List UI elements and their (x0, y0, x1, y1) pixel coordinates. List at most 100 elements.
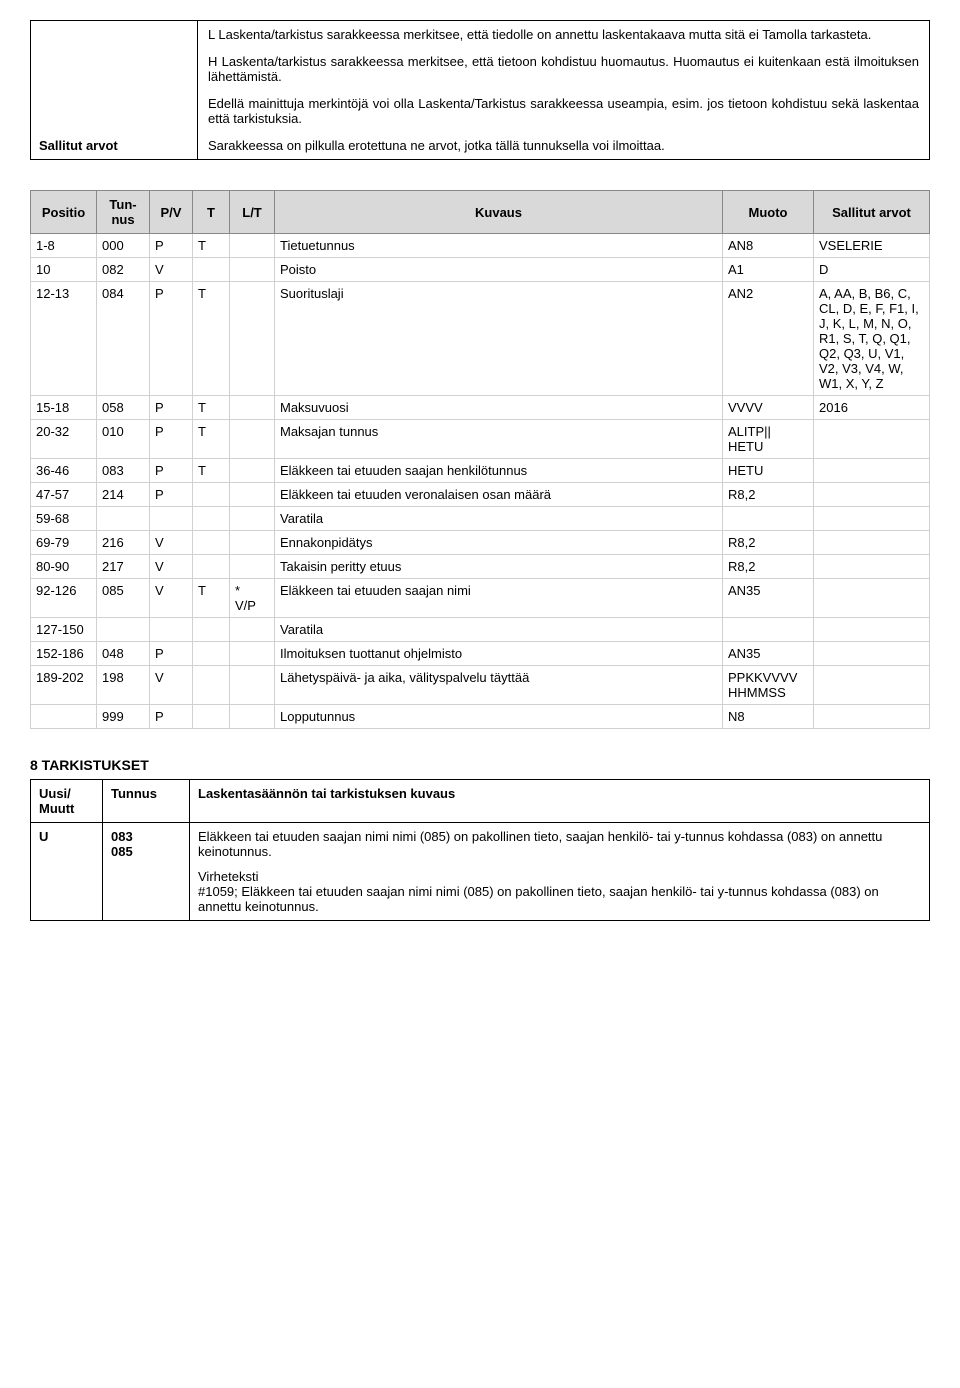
cell-tunnus: 084 (97, 282, 150, 396)
cell-lt (230, 483, 275, 507)
cell-kuvaus: Maksajan tunnus (275, 420, 723, 459)
cell-kuvaus: Eläkkeen tai etuuden saajan nimi (275, 579, 723, 618)
cell-t (193, 531, 230, 555)
cell-pv: P (150, 234, 193, 258)
cell-muoto: AN35 (723, 579, 814, 618)
cell-sallitut (814, 483, 930, 507)
table-row: 15-18058PTMaksuvuosiVVVV2016 (31, 396, 930, 420)
checks-cell-uusi: U (31, 823, 103, 921)
cell-pv (150, 507, 193, 531)
checks-table: Uusi/ Muutt Tunnus Laskentasäännön tai t… (30, 779, 930, 921)
cell-lt (230, 420, 275, 459)
cell-positio: 12-13 (31, 282, 97, 396)
cell-t: T (193, 579, 230, 618)
cell-positio: 92-126 (31, 579, 97, 618)
cell-sallitut (814, 618, 930, 642)
cell-kuvaus: Suorituslaji (275, 282, 723, 396)
table-row: 47-57214PEläkkeen tai etuuden veronalais… (31, 483, 930, 507)
cell-positio: 1-8 (31, 234, 97, 258)
cell-sallitut (814, 555, 930, 579)
cell-kuvaus: Poisto (275, 258, 723, 282)
cell-kuvaus: Lopputunnus (275, 705, 723, 729)
cell-pv: V (150, 666, 193, 705)
header-tunnus: Tun- nus (97, 191, 150, 234)
cell-lt (230, 705, 275, 729)
cell-t (193, 666, 230, 705)
cell-positio: 69-79 (31, 531, 97, 555)
cell-pv: V (150, 258, 193, 282)
cell-lt (230, 555, 275, 579)
cell-pv: P (150, 642, 193, 666)
top-description-box: Sallitut arvot L Laskenta/tarkistus sara… (30, 20, 930, 160)
cell-pv: P (150, 705, 193, 729)
table-header-row: Positio Tun- nus P/V T L/T Kuvaus Muoto … (31, 191, 930, 234)
section-8-heading: 8 TARKISTUKSET (30, 757, 930, 773)
cell-lt: * V/P (230, 579, 275, 618)
cell-muoto: A1 (723, 258, 814, 282)
cell-sallitut (814, 459, 930, 483)
cell-tunnus: 000 (97, 234, 150, 258)
cell-lt (230, 531, 275, 555)
cell-sallitut (814, 642, 930, 666)
cell-t (193, 642, 230, 666)
cell-kuvaus: Eläkkeen tai etuuden saajan henkilötunnu… (275, 459, 723, 483)
table-row: 189-202198VLähetyspäivä- ja aika, välity… (31, 666, 930, 705)
cell-pv: V (150, 555, 193, 579)
table-row: 999PLopputunnusN8 (31, 705, 930, 729)
checks-header-tunnus: Tunnus (103, 780, 190, 823)
table-row: 1-8000PTTietuetunnusAN8VSELERIE (31, 234, 930, 258)
cell-kuvaus: Ennakonpidätys (275, 531, 723, 555)
cell-pv: P (150, 282, 193, 396)
cell-t (193, 555, 230, 579)
cell-lt (230, 507, 275, 531)
top-para-2: H Laskenta/tarkistus sarakkeessa merkits… (208, 54, 919, 84)
cell-t (193, 705, 230, 729)
cell-tunnus (97, 618, 150, 642)
table-row: 10082VPoistoA1D (31, 258, 930, 282)
cell-muoto: AN8 (723, 234, 814, 258)
cell-t (193, 258, 230, 282)
cell-muoto: AN35 (723, 642, 814, 666)
cell-kuvaus: Takaisin peritty etuus (275, 555, 723, 579)
cell-muoto (723, 507, 814, 531)
cell-tunnus: 058 (97, 396, 150, 420)
cell-sallitut (814, 579, 930, 618)
cell-sallitut: A, AA, B, B6, C, CL, D, E, F, F1, I, J, … (814, 282, 930, 396)
cell-tunnus: 083 (97, 459, 150, 483)
cell-sallitut (814, 666, 930, 705)
cell-sallitut (814, 420, 930, 459)
cell-positio: 36-46 (31, 459, 97, 483)
cell-kuvaus: Maksuvuosi (275, 396, 723, 420)
cell-tunnus: 214 (97, 483, 150, 507)
checks-header-kuvaus: Laskentasäännön tai tarkistuksen kuvaus (190, 780, 930, 823)
cell-positio (31, 705, 97, 729)
cell-lt (230, 396, 275, 420)
table-row: 59-68Varatila (31, 507, 930, 531)
cell-positio: 189-202 (31, 666, 97, 705)
cell-tunnus: 082 (97, 258, 150, 282)
header-pv: P/V (150, 191, 193, 234)
cell-tunnus: 085 (97, 579, 150, 618)
cell-sallitut: D (814, 258, 930, 282)
table-row: 80-90217VTakaisin peritty etuusR8,2 (31, 555, 930, 579)
cell-lt (230, 282, 275, 396)
cell-t: T (193, 234, 230, 258)
table-row: 12-13084PTSuorituslajiAN2A, AA, B, B6, C… (31, 282, 930, 396)
cell-kuvaus: Tietuetunnus (275, 234, 723, 258)
checks-header-row: Uusi/ Muutt Tunnus Laskentasäännön tai t… (31, 780, 930, 823)
checks-cell-tunnus: 083 085 (103, 823, 190, 921)
cell-t (193, 618, 230, 642)
cell-muoto: ALITP|| HETU (723, 420, 814, 459)
cell-muoto: N8 (723, 705, 814, 729)
cell-muoto: HETU (723, 459, 814, 483)
cell-sallitut (814, 705, 930, 729)
cell-pv: P (150, 459, 193, 483)
cell-tunnus: 217 (97, 555, 150, 579)
cell-sallitut (814, 531, 930, 555)
cell-lt (230, 258, 275, 282)
cell-muoto: R8,2 (723, 555, 814, 579)
cell-tunnus: 048 (97, 642, 150, 666)
cell-muoto: VVVV (723, 396, 814, 420)
checks-header-uusi: Uusi/ Muutt (31, 780, 103, 823)
cell-kuvaus: Eläkkeen tai etuuden veronalaisen osan m… (275, 483, 723, 507)
